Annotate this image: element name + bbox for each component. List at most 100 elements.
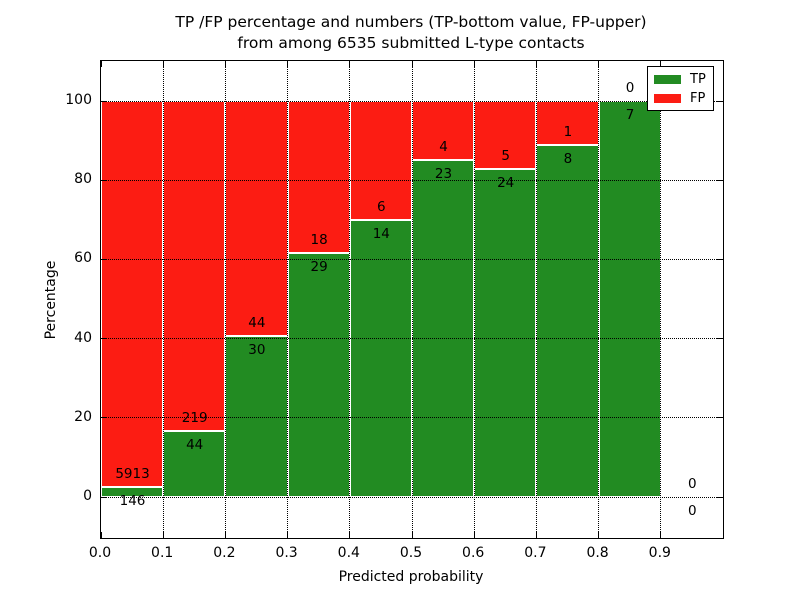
y-axis-tick: [101, 258, 107, 260]
vertical-gridline: [162, 61, 164, 538]
x-tick-label: 0.1: [151, 545, 174, 561]
tp-color-swatch-icon: [654, 75, 681, 84]
legend-label-fp: FP: [690, 91, 706, 106]
bar-segment-tp: [412, 159, 475, 497]
y-axis-tick-right: [717, 417, 723, 419]
bar-segment-tp: [225, 336, 288, 497]
bar-segment-tp: [287, 252, 350, 497]
tp-count-label: 44: [186, 436, 204, 453]
bar-segment-tp: [598, 101, 661, 497]
legend-label-tp: TP: [690, 72, 706, 87]
x-axis-tick: [535, 532, 537, 538]
vertical-gridline: [598, 61, 600, 538]
y-tick-label: 80: [74, 171, 92, 188]
y-axis-tick-right: [717, 338, 723, 340]
horizontal-gridline: [101, 100, 723, 102]
vertical-gridline: [535, 61, 537, 538]
bar-segment-fp: [101, 101, 164, 488]
y-axis-tick-right: [717, 100, 723, 102]
legend-entry-tp: TP: [648, 70, 713, 89]
x-axis-title: Predicted probability: [338, 569, 484, 585]
x-axis-tick-top: [473, 61, 475, 67]
x-axis-tick-top: [224, 61, 226, 67]
x-tick-label: 0.7: [524, 545, 547, 561]
legend: TP FP: [647, 66, 714, 111]
y-axis-tick-right: [717, 258, 723, 260]
x-axis-tick: [598, 532, 600, 538]
y-axis-tick: [101, 338, 107, 340]
x-axis-tick-top: [598, 61, 600, 67]
vertical-gridline: [411, 61, 413, 538]
fp-count-label: 44: [248, 315, 266, 332]
horizontal-gridline: [101, 496, 723, 498]
horizontal-gridline: [101, 258, 723, 260]
tp-count-label: 24: [497, 175, 515, 192]
tp-count-label: 29: [310, 258, 328, 275]
x-axis-tick: [660, 532, 662, 538]
chart-title: TP /FP percentage and numbers (TP-bottom…: [100, 12, 722, 54]
x-axis-tick-top: [100, 61, 102, 67]
bar-segment-fp: [163, 101, 226, 431]
vertical-gridline: [349, 61, 351, 538]
tp-count-label: 0: [688, 503, 697, 519]
bar-segment-fp: [349, 101, 412, 220]
x-tick-label: 0.9: [648, 545, 671, 561]
x-axis-tick-top: [660, 61, 662, 67]
bar-segment-tp: [536, 145, 599, 497]
fp-count-label: 18: [310, 231, 328, 248]
x-axis-tick-top: [535, 61, 537, 67]
x-axis-tick: [287, 532, 289, 538]
fp-color-swatch-icon: [654, 94, 681, 103]
fp-count-label: 0: [688, 476, 697, 492]
y-tick-label: 20: [74, 408, 92, 425]
y-axis-title: Percentage: [43, 260, 59, 340]
tp-count-label: 146: [119, 493, 146, 510]
horizontal-gridline: [101, 338, 723, 340]
vertical-gridline: [287, 61, 289, 538]
legend-entry-fp: FP: [648, 89, 713, 108]
bar-segment-tp: [349, 219, 412, 497]
x-tick-label: 0.8: [586, 545, 609, 561]
y-tick-label: 60: [74, 250, 92, 267]
tp-count-label: 8: [563, 151, 573, 167]
x-tick-label: 0.0: [88, 545, 112, 561]
chart-title-line1: TP /FP percentage and numbers (TP-bottom…: [175, 13, 647, 31]
bar-segment-fp: [225, 101, 288, 337]
bar-segment-tp: [474, 169, 537, 497]
x-axis-tick-top: [162, 61, 164, 67]
bar-segment-tp: [163, 430, 226, 497]
x-axis-tick: [224, 532, 226, 538]
y-axis-tick: [101, 100, 107, 102]
fp-count-label: 1: [563, 124, 573, 140]
plot-area: 5913 146 219 44 44 30 18 29 6 14 4 23 5 24 1 8 0 7 0 0: [100, 60, 724, 539]
x-tick-label: 0.5: [399, 545, 423, 561]
tp-count-label: 23: [434, 165, 453, 182]
vertical-gridline: [660, 61, 662, 538]
y-tick-label: 40: [74, 329, 92, 346]
chart-title-line2: from among 6535 submitted L-type contact…: [237, 34, 585, 52]
fp-count-label: 5: [501, 148, 510, 165]
x-axis-tick: [100, 532, 102, 538]
x-tick-label: 0.6: [462, 545, 485, 561]
horizontal-gridline: [101, 179, 723, 181]
vertical-gridline: [473, 61, 475, 538]
tp-count-label: 30: [248, 342, 266, 359]
y-axis-tick-right: [717, 179, 723, 181]
x-axis-tick: [162, 532, 164, 538]
y-axis-tick: [101, 496, 107, 498]
bar-segment-fp: [474, 101, 537, 170]
x-axis-tick-top: [411, 61, 413, 67]
vertical-gridline: [224, 61, 226, 538]
bar-segment-fp: [536, 101, 599, 145]
fp-count-label: 6: [377, 198, 386, 215]
fp-count-label: 4: [439, 138, 448, 155]
fp-count-label: 0: [625, 80, 635, 96]
x-tick-label: 0.2: [213, 545, 236, 561]
x-tick-label: 0.4: [337, 545, 360, 561]
fp-count-label: 5913: [115, 466, 150, 483]
y-axis-tick: [101, 179, 107, 181]
bar-segment-fp: [412, 101, 475, 160]
y-axis-tick-right: [717, 496, 723, 498]
y-tick-label: 100: [65, 92, 92, 108]
